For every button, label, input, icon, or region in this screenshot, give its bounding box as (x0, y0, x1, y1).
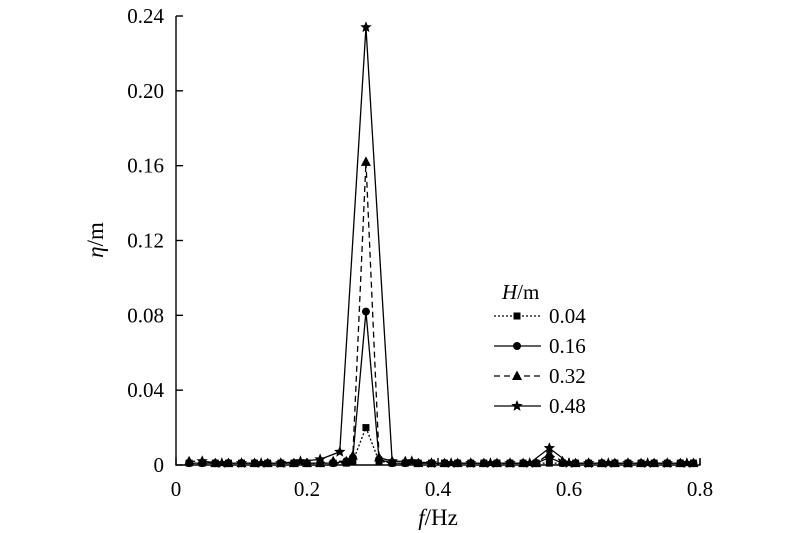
data-point-star (334, 445, 346, 457)
data-point-triangle (531, 457, 542, 468)
legend-item: 0.32 (494, 364, 586, 388)
data-point-triangle (223, 457, 234, 468)
data-point-circle (361, 307, 370, 316)
x-tick-label: 0 (171, 477, 182, 501)
series-line (189, 311, 694, 464)
data-point-star (681, 457, 693, 468)
data-point-triangle (341, 455, 352, 466)
y-tick-label: 0.24 (127, 4, 164, 28)
x-tick-label: 0.4 (425, 477, 452, 501)
data-point-triangle (249, 457, 260, 468)
data-point-star (314, 453, 326, 465)
data-point-star (425, 457, 438, 468)
data-point-star (216, 457, 228, 468)
legend-label: 0.32 (549, 364, 586, 388)
data-point-triangle (328, 455, 339, 466)
series-line (189, 425, 694, 464)
legend-label: 0.16 (549, 334, 586, 358)
legend-label: 0.48 (549, 394, 586, 418)
data-point-triangle (452, 457, 463, 468)
data-point-circle (513, 342, 521, 350)
x-axis-label: f/Hz (418, 505, 458, 530)
data-point-star (465, 457, 477, 468)
series-layer (184, 21, 699, 468)
data-point-square (545, 459, 553, 467)
data-point-triangle (374, 452, 385, 462)
y-tick-label: 0.16 (127, 154, 164, 178)
data-point-star (511, 400, 523, 411)
data-point-square (513, 312, 521, 320)
data-point-triangle (596, 457, 607, 468)
data-point-star (582, 457, 595, 468)
data-point-star (406, 455, 418, 467)
data-point-star (235, 457, 248, 468)
legend-item: 0.16 (494, 334, 586, 358)
data-point-square (362, 424, 370, 432)
data-point-triangle (570, 457, 581, 468)
series-0.32 (184, 156, 699, 468)
data-point-star (445, 457, 457, 468)
series-0.16 (185, 307, 698, 468)
y-tick-label: 0.20 (127, 79, 164, 103)
data-point-star (360, 21, 372, 33)
legend-label: 0.04 (549, 304, 586, 328)
data-point-triangle (544, 448, 555, 458)
legend-item: 0.04 (494, 304, 586, 328)
series-0.48 (196, 21, 693, 468)
data-point-triangle (518, 457, 529, 468)
data-point-star (196, 455, 208, 467)
data-point-triangle (649, 457, 660, 468)
legend: H/m 0.04 0.16 0.32 0.48 (494, 280, 586, 418)
data-point-star (622, 457, 634, 468)
data-point-star (275, 457, 287, 468)
data-point-star (484, 457, 497, 468)
data-point-star (563, 457, 575, 468)
data-point-triangle (609, 457, 620, 468)
data-point-star (504, 457, 516, 468)
data-point-triangle (184, 455, 195, 466)
axes: 0 0.2 0.4 0.6 0.8 0 0.04 0.08 0.12 0.16 0.20 0.24 (127, 4, 713, 501)
data-point-triangle (315, 457, 326, 468)
data-point-star (543, 442, 556, 454)
data-point-star (255, 457, 267, 468)
data-point-triangle (512, 370, 522, 380)
data-point-star (523, 457, 536, 468)
y-tick-label: 0.12 (127, 229, 164, 253)
y-tick-label: 0.08 (127, 303, 164, 327)
data-point-triangle (262, 457, 273, 468)
data-point-triangle (675, 457, 686, 468)
series-line (202, 27, 687, 464)
data-point-triangle (302, 457, 312, 468)
data-point-star (602, 457, 615, 468)
data-point-triangle (439, 457, 450, 468)
y-tick-label: 0 (154, 453, 165, 477)
data-point-triangle (478, 457, 489, 468)
x-tick-label: 0.8 (687, 477, 713, 501)
y-tick-label: 0.04 (127, 378, 164, 402)
y-axis-label: η/m (83, 222, 108, 258)
data-point-triangle (491, 457, 502, 468)
data-point-triangle (688, 457, 699, 468)
series-line (189, 161, 694, 464)
data-point-triangle (636, 457, 647, 468)
legend-title: H/m (501, 280, 539, 304)
x-tick-label: 0.6 (556, 477, 582, 501)
data-point-triangle (557, 455, 568, 466)
data-point-star (386, 455, 398, 467)
axis-frame (175, 16, 701, 466)
data-point-triangle (347, 450, 358, 460)
data-point-star (641, 457, 654, 468)
data-point-star (294, 455, 307, 467)
x-tick-label: 0.2 (294, 477, 320, 501)
legend-item: 0.48 (494, 394, 586, 418)
data-point-triangle (360, 156, 371, 166)
data-point-star (661, 457, 673, 468)
data-point-triangle (400, 455, 411, 466)
